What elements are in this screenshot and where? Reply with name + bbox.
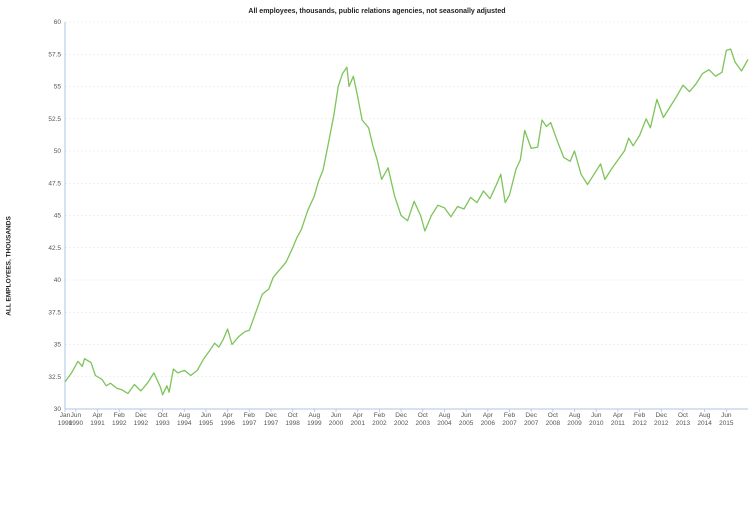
x-tick-year: 1990 (69, 420, 84, 427)
x-tick-label: Jun (331, 412, 342, 419)
x-tick-label: Dec (395, 412, 407, 419)
x-tick-year: 2008 (546, 420, 561, 427)
x-tick-label: Jun (71, 412, 82, 419)
x-tick-label: Feb (244, 412, 256, 419)
x-tick-label: Jun (721, 412, 732, 419)
y-tick-label: 50 (54, 148, 62, 155)
x-tick-year: 1991 (90, 420, 105, 427)
x-tick-year: 2007 (524, 420, 539, 427)
y-tick-label: 35 (54, 342, 62, 349)
x-tick-year: 1992 (112, 420, 127, 427)
x-tick-year: 2001 (350, 420, 365, 427)
x-tick-year: 1992 (134, 420, 149, 427)
x-tick-year: 2015 (719, 420, 734, 427)
x-tick-year: 2009 (567, 420, 582, 427)
x-tick-label: Apr (483, 412, 494, 419)
x-tick-year: 2006 (481, 420, 496, 427)
y-tick-label: 57.5 (48, 51, 61, 58)
x-tick-label: Aug (439, 412, 451, 419)
x-tick-year: 2014 (697, 420, 712, 427)
x-tick-year: 1993 (155, 420, 170, 427)
x-tick-label: Oct (548, 412, 558, 419)
x-tick-year: 1998 (285, 420, 300, 427)
x-tick-label: Apr (613, 412, 624, 419)
x-tick-label: Dec (135, 412, 147, 419)
x-tick-year: 1997 (264, 420, 279, 427)
x-tick-label: Dec (655, 412, 667, 419)
x-tick-label: Feb (374, 412, 386, 419)
x-tick-year: 2012 (654, 420, 669, 427)
x-tick-year: 1999 (307, 420, 322, 427)
x-tick-label: Jun (461, 412, 472, 419)
x-tick-year: 1996 (220, 420, 235, 427)
y-tick-label: 40 (54, 277, 62, 284)
x-tick-label: Dec (525, 412, 537, 419)
x-tick-label: Jun (201, 412, 212, 419)
y-tick-label: 45 (54, 213, 62, 220)
x-tick-label: Oct (288, 412, 298, 419)
x-tick-label: Apr (223, 412, 234, 419)
x-tick-year: 2007 (502, 420, 517, 427)
x-tick-label: Oct (418, 412, 428, 419)
x-tick-label: Apr (353, 412, 364, 419)
gridlines (65, 21, 748, 410)
y-tick-label: 52.5 (48, 116, 61, 123)
y-tick-label: 37.5 (48, 309, 61, 316)
x-tick-year: 2005 (459, 420, 474, 427)
x-tick-label: Dec (265, 412, 277, 419)
x-tick-label: Oct (678, 412, 688, 419)
x-tick-labels: Jan1990Jun1990Apr1991Feb1992Dec1992Oct19… (58, 409, 734, 427)
x-tick-year: 1994 (177, 420, 192, 427)
y-tick-label: 47.5 (48, 180, 61, 187)
y-tick-label: 60 (54, 19, 62, 26)
x-tick-year: 2012 (632, 420, 647, 427)
x-tick-label: Jun (591, 412, 602, 419)
x-tick-year: 2000 (329, 420, 344, 427)
x-tick-year: 1995 (199, 420, 214, 427)
chart-title: All employees, thousands, public relatio… (248, 8, 506, 15)
x-tick-year: 2013 (676, 420, 691, 427)
x-tick-label: Feb (114, 412, 126, 419)
series-lines (64, 48, 749, 396)
series-line (64, 48, 749, 396)
x-tick-label: Aug (699, 412, 711, 419)
x-tick-year: 2011 (611, 420, 625, 427)
x-tick-label: Feb (504, 412, 516, 419)
y-tick-label: 42.5 (48, 245, 61, 252)
y-tick-labels: 30 32.5 35 37.5 40 42.5 45 47.5 50 52.5 55 57.5 60 (48, 19, 61, 413)
x-tick-label: Aug (309, 412, 321, 419)
x-tick-year: 2002 (394, 420, 409, 427)
x-tick-label: Aug (569, 412, 581, 419)
x-tick-year: 2003 (416, 420, 431, 427)
x-tick-year: 2004 (437, 420, 452, 427)
x-tick-year: 2010 (589, 420, 604, 427)
x-tick-label: Jan (60, 412, 71, 419)
x-tick-year: 1997 (242, 420, 257, 427)
x-tick-label: Oct (158, 412, 168, 419)
x-tick-label: Apr (92, 412, 103, 419)
y-tick-label: 55 (54, 84, 62, 91)
y-tick-label: 32.5 (48, 374, 61, 381)
x-tick-label: Aug (178, 412, 190, 419)
x-tick-year: 2002 (372, 420, 387, 427)
y-tick-label: 30 (54, 406, 62, 413)
x-tick-label: Feb (634, 412, 646, 419)
x-tick-year: 1990 (58, 420, 73, 427)
